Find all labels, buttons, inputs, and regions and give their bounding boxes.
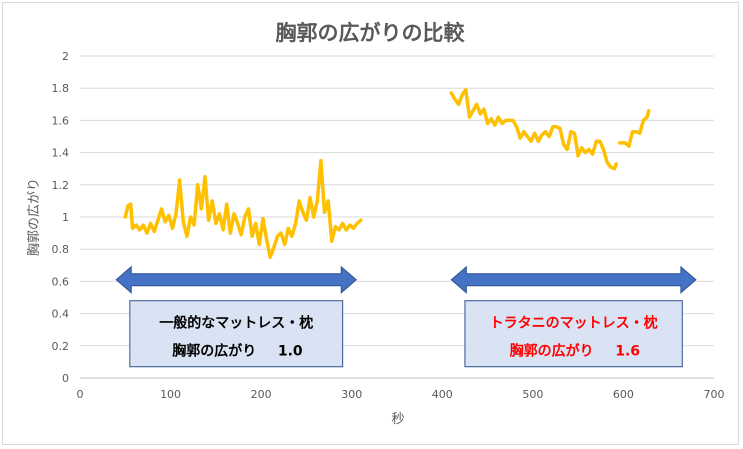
y-axis-ticks: 0 0.2 0.4 0.6 0.8 1 1.2 1.4 1.6 1.8 2 [52, 50, 70, 385]
x-axis-title: 秒 [391, 412, 404, 427]
y-tick-label: 2 [62, 50, 69, 63]
y-tick-label: 1.4 [52, 147, 70, 160]
x-tick-label: 700 [704, 388, 725, 401]
annotation-value: 1.6 [615, 344, 640, 360]
x-tick-label: 400 [432, 388, 453, 401]
x-tick-label: 600 [613, 388, 634, 401]
y-tick-label: 0.4 [52, 308, 70, 321]
annotation-box [129, 300, 344, 368]
x-tick-label: 500 [522, 388, 543, 401]
double-arrow [450, 265, 697, 294]
y-axis-title: 胸郭の広がり [26, 178, 42, 256]
annotation-box [464, 300, 683, 368]
series-line-1 [123, 158, 363, 260]
x-tick-label: 200 [251, 388, 272, 401]
y-tick-label: 0.2 [52, 340, 70, 353]
y-tick-label: 1.8 [52, 82, 70, 95]
series-line-3 [618, 108, 651, 148]
chart-area [2, 2, 739, 445]
y-tick-label: 1.2 [52, 179, 70, 192]
x-tick-label: 0 [77, 388, 84, 401]
y-tick-label: 1 [62, 211, 69, 224]
chart-title: 胸郭の広がりの比較 [276, 21, 466, 45]
series-line-2 [449, 88, 618, 171]
annotation-value: 1.0 [278, 344, 303, 360]
x-tick-label: 300 [341, 388, 362, 401]
y-tick-label: 0.6 [52, 275, 70, 288]
annotation-label: 胸郭の広がり [510, 343, 594, 360]
x-tick-label: 100 [160, 388, 181, 401]
double-arrow [115, 265, 358, 294]
series-lines [123, 88, 651, 260]
annotation-title: トラタニのマットレス・枕 [490, 315, 658, 332]
y-tick-label: 1.6 [52, 114, 70, 127]
x-axis-ticks: 0 100 200 300 400 500 600 700 [77, 388, 725, 401]
annotation-title: 一般的なマットレス・枕 [159, 315, 313, 332]
y-tick-label: 0.8 [52, 243, 70, 256]
annotation-label: 胸郭の広がり [172, 343, 256, 360]
y-tick-label: 0 [62, 372, 69, 385]
